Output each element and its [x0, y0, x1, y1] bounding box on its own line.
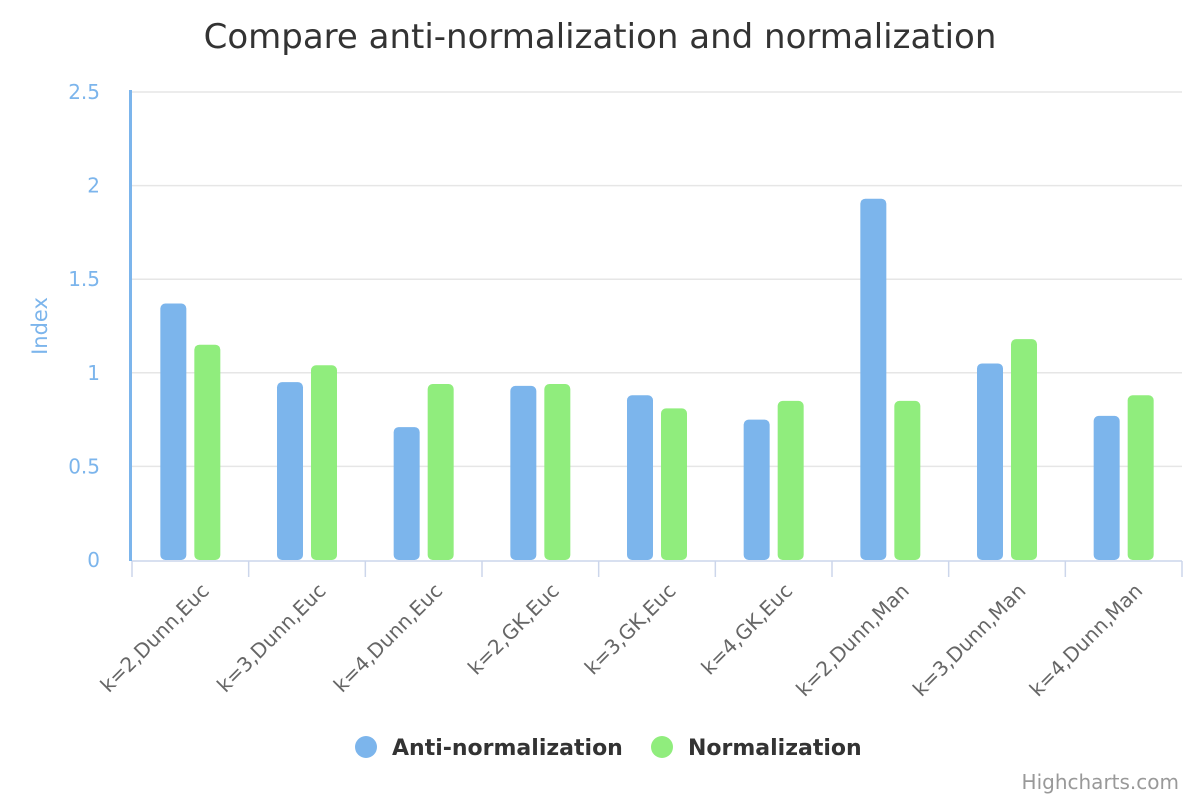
- y-tick-label: 1.5: [68, 267, 100, 291]
- bar-normalization[interactable]: [427, 384, 454, 560]
- bar-anti-normalization[interactable]: [860, 198, 887, 561]
- bar-anti-normalization[interactable]: [277, 382, 303, 560]
- x-tick-label: k=4,Dunn,Euc: [329, 579, 447, 697]
- x-tick-label: k=2,GK,Euc: [463, 579, 564, 680]
- bar-anti-normalization[interactable]: [160, 303, 187, 560]
- bar-normalization[interactable]: [544, 384, 571, 560]
- legend-label: Anti-normalization: [392, 736, 623, 761]
- bar-normalization[interactable]: [1127, 395, 1154, 560]
- y-axis-label: Index: [28, 297, 52, 355]
- bar-normalization[interactable]: [311, 365, 337, 560]
- bar-normalization[interactable]: [661, 408, 687, 560]
- bar-anti-normalization[interactable]: [627, 395, 653, 560]
- legend-marker: [355, 736, 377, 758]
- bar-normalization[interactable]: [194, 344, 221, 560]
- bar-anti-normalization[interactable]: [393, 427, 420, 560]
- x-tick-label: k=3,GK,Euc: [580, 579, 681, 680]
- bar-normalization[interactable]: [894, 400, 921, 560]
- grid: [132, 91, 1182, 468]
- bars: [160, 198, 1154, 561]
- x-tick-label: k=3,Dunn,Euc: [212, 579, 330, 697]
- y-tick-label: 0.5: [68, 454, 100, 478]
- legend-label: Normalization: [688, 736, 862, 761]
- bar-normalization[interactable]: [1011, 339, 1037, 560]
- y-tick-label: 2: [87, 174, 100, 198]
- legend-item-anti-normalization[interactable]: Anti-normalization: [355, 736, 623, 761]
- chart-title: Compare anti-normalization and normaliza…: [204, 17, 997, 57]
- legend-item-normalization[interactable]: Normalization: [651, 736, 862, 761]
- legend-marker: [651, 736, 673, 758]
- bar-anti-normalization[interactable]: [1093, 415, 1120, 560]
- bar-anti-normalization[interactable]: [743, 419, 770, 560]
- bar-anti-normalization[interactable]: [510, 385, 537, 560]
- credits-link[interactable]: Highcharts.com: [1022, 770, 1179, 794]
- y-axis-ticks: 0 0.5 1 1.5 2 2.5: [68, 80, 100, 572]
- bar-anti-normalization[interactable]: [977, 363, 1003, 560]
- x-tick-label: k=4,GK,Euc: [696, 579, 797, 680]
- x-tick-label: k=3,Dunn,Man: [908, 579, 1031, 702]
- y-tick-label: 2.5: [68, 80, 100, 104]
- bar-normalization[interactable]: [777, 400, 804, 560]
- y-axis-line: [129, 90, 132, 561]
- y-tick-label: 0: [87, 548, 100, 572]
- x-tick-label: k=2,Dunn,Euc: [95, 579, 213, 697]
- y-tick-label: 1: [87, 361, 100, 385]
- x-tick-label: k=4,Dunn,Man: [1025, 579, 1148, 702]
- x-tick-label: k=2,Dunn,Man: [791, 579, 914, 702]
- legend[interactable]: Anti-normalization Normalization: [355, 736, 862, 761]
